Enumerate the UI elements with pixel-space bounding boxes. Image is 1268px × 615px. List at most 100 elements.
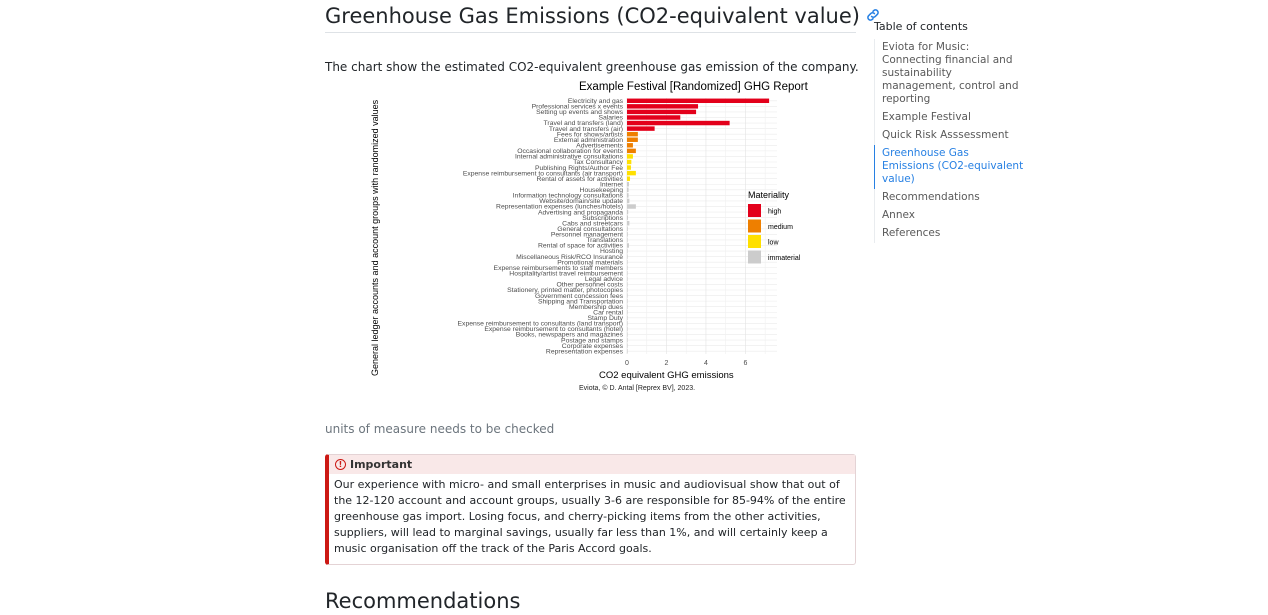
chart-bar	[627, 109, 697, 115]
chart-x-tick-label: 0	[625, 360, 629, 367]
exclamation-circle-icon: !	[335, 458, 346, 470]
chart-bar	[627, 170, 636, 176]
chart-category-label: Personnel management	[551, 232, 623, 239]
chart-category-label: Car rental	[593, 309, 623, 316]
chart-category-label: Tax Consultancy	[573, 159, 623, 166]
chart-bar	[627, 259, 628, 265]
chart-bar	[627, 321, 628, 326]
chart-category-label: Promotional materials	[557, 259, 623, 266]
toc-item[interactable]: Recommendations	[874, 189, 1024, 207]
toc-list: Eviota for Music: Connecting financial a…	[874, 39, 1024, 243]
legend-swatch	[748, 235, 761, 248]
chart-bar	[627, 220, 630, 226]
chart-credit: Eviota, © D. Antal [Reprex BV], 2023.	[579, 384, 695, 392]
chart-bar	[627, 337, 628, 343]
chart-category-label: Expense reimbursement to consultants (la…	[458, 321, 623, 328]
chart-bar	[627, 332, 628, 337]
chart-bar	[627, 115, 681, 120]
main-content: Greenhouse Gas Emissions (CO2-equivalent…	[325, 0, 879, 613]
chart-bar	[627, 215, 628, 220]
chart-category-label: Travel and transfers (air)	[549, 126, 623, 133]
chart-bar	[627, 187, 629, 193]
link-icon[interactable]	[866, 1, 880, 29]
chart-category-label: Internet	[600, 181, 623, 188]
chart-category-label: Salaries	[598, 115, 623, 122]
chart-category-label: Housekeeping	[580, 187, 624, 194]
chart-bar	[627, 304, 628, 309]
chart-category-label: Legal advice	[585, 276, 623, 283]
chart-y-axis-label: General ledger accounts and account grou…	[370, 99, 380, 376]
legend-title: Materiality	[748, 190, 790, 200]
toc-item[interactable]: Annex	[874, 207, 1024, 225]
chart-category-label: Miscellaneous Risk/RCO Insurance	[516, 254, 623, 261]
chart-category-label: Corporate expenses	[562, 343, 624, 350]
chart-category-label: Hospitality/artist travel reimbursement	[509, 271, 623, 278]
chart-category-label: General consultations	[557, 226, 623, 233]
chart-category-label: Fees for shows/artists	[557, 131, 624, 138]
chart-category-label: Shipping and Transportation	[538, 298, 623, 305]
chart-bar	[627, 176, 630, 181]
toc-item[interactable]: References	[874, 225, 1024, 243]
chart-category-label: Postage and stamps	[561, 337, 624, 344]
chart-x-tick-label: 2	[665, 360, 669, 367]
chart-bar	[627, 315, 628, 321]
chart-category-label: Translations	[586, 237, 623, 244]
toc-item[interactable]: Quick Risk Asssessment	[874, 127, 1024, 145]
toc-item[interactable]: Eviota for Music: Connecting financial a…	[874, 39, 1024, 109]
chart-bar	[627, 120, 730, 126]
chart-category-label: Subscriptions	[582, 215, 623, 222]
legend-label: low	[768, 240, 779, 247]
chart-bar	[627, 348, 628, 354]
chart-bar	[627, 232, 628, 237]
chart-bar	[627, 271, 628, 276]
chart-bar	[627, 137, 638, 142]
chart-bar	[627, 209, 629, 215]
chart-category-label: Internal administrative consultations	[515, 154, 624, 161]
chart-bar	[627, 204, 636, 209]
table-of-contents: Table of contents Eviota for Music: Conn…	[874, 20, 1024, 243]
chart-bar	[627, 310, 628, 315]
chart-bar	[627, 159, 632, 165]
legend-label: immaterial	[768, 255, 801, 262]
chart-bar	[627, 148, 636, 154]
chart-caption: units of measure needs to be checked	[325, 422, 555, 436]
chart-bar	[627, 198, 630, 204]
chart-bar	[627, 287, 628, 293]
chart-category-label: Expense reimbursement to consultants (ho…	[484, 326, 623, 333]
chart-category-label: Website/domain/site update	[539, 198, 623, 205]
chart-category-label: Rental of assets for activities	[536, 176, 623, 183]
chart-x-tick-label: 6	[743, 360, 747, 367]
ghg-bar-chart: Example Festival [Randomized] GHG Report…	[370, 81, 809, 392]
chart-bar	[627, 343, 628, 348]
chart-bar	[627, 104, 699, 109]
callout-body: Our experience with micro- and small ent…	[334, 478, 846, 555]
chart-category-label: Advertisements	[576, 143, 623, 150]
toc-item[interactable]: Example Festival	[874, 109, 1024, 127]
ghg-chart-figure: Example Festival [Randomized] GHG Report…	[369, 72, 819, 396]
legend-swatch	[748, 204, 761, 217]
chart-bar	[627, 154, 633, 159]
chart-bar	[627, 248, 628, 254]
chart-bar	[627, 282, 628, 287]
toc-item[interactable]: Greenhouse Gas Emissions (CO2-equivalent…	[874, 145, 1024, 189]
chart-bar	[627, 243, 629, 248]
chart-bar	[627, 298, 628, 304]
chart-category-label: Occasional collaboration for events	[517, 148, 623, 155]
chart-x-tick-label: 4	[704, 360, 708, 367]
legend-label: high	[768, 209, 781, 216]
chart-bar	[627, 326, 628, 332]
chart-category-label: Other personnel costs	[557, 282, 624, 289]
callout-header: ! Important	[329, 455, 855, 474]
chart-category-label: Books, newspapers and magazines	[516, 332, 624, 339]
chart-category-label: Electricity and gas	[568, 98, 624, 105]
chart-bar	[627, 131, 638, 137]
chart-category-label: Membership dues	[569, 304, 624, 311]
chart-x-ticks: 0 2 4 6	[625, 360, 747, 367]
chart-category-label: Advertising and propaganda	[538, 209, 623, 216]
chart-category-label: Stationery, printed matter, photocopies	[507, 287, 623, 294]
section-intro: The chart show the estimated CO2-equival…	[325, 60, 859, 74]
chart-bar	[627, 143, 633, 148]
chart-category-label: Stamp Duty	[587, 315, 623, 322]
chart-category-label: Rental of space for activities	[538, 243, 624, 250]
